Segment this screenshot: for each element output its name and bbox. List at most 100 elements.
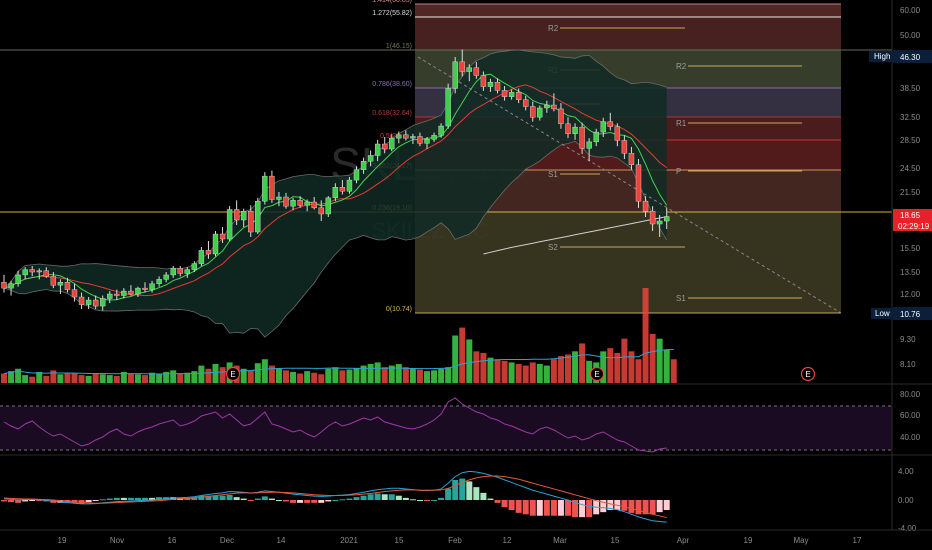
earnings-marker[interactable] [589, 366, 605, 382]
candle-body [226, 209, 233, 240]
volume-bar [170, 370, 177, 383]
candle-body [248, 210, 254, 233]
candle-body [142, 287, 148, 290]
volume-bar [459, 327, 466, 383]
macd-histogram-bar [170, 497, 177, 500]
price-axis[interactable]: 60.0050.0045.0038.5032.5028.5024.5021.50… [869, 0, 932, 530]
macd-histogram-bar [360, 495, 367, 500]
volume-bar [466, 339, 473, 383]
candle-body [71, 289, 78, 298]
volume-bar [318, 374, 325, 383]
high-tag [869, 51, 909, 62]
volume-bar [480, 352, 487, 383]
volume-bar [642, 288, 649, 383]
macd-histogram-bar [156, 497, 163, 500]
candle-body [389, 137, 395, 150]
rsi-tick-label: 60.00 [900, 411, 921, 420]
rsi-pane [0, 383, 932, 453]
candle-body [276, 196, 282, 200]
candle-body [22, 269, 28, 276]
volume-bar [205, 368, 212, 383]
macd-histogram-bar [515, 500, 522, 513]
macd-histogram-bar [8, 500, 15, 503]
macd-histogram-bar [71, 500, 78, 503]
macd-histogram-bar [283, 500, 289, 502]
macd-histogram-bar [184, 497, 191, 500]
volume-bar [607, 348, 614, 383]
volume-bar [438, 368, 445, 383]
macd-histogram-bar [311, 500, 318, 503]
macd-histogram-bar [268, 498, 275, 500]
candle-body [487, 81, 494, 87]
trend-line-segment[interactable] [417, 56, 842, 314]
macd-histogram-bar [142, 497, 148, 500]
macd-histogram-bar [219, 495, 226, 500]
high-label: High [874, 52, 890, 61]
volume-bar [367, 364, 374, 383]
volume-bar [374, 362, 381, 383]
time-tick-label: 19 [58, 536, 67, 545]
macd-histogram-bar [621, 500, 628, 511]
candle-body [64, 282, 71, 290]
candle-body [403, 134, 409, 139]
price-tick-label: 8.10 [900, 360, 916, 369]
time-tick-label: 2021 [340, 536, 358, 545]
macd-histogram-bar [522, 500, 529, 515]
volume-bar [572, 351, 579, 383]
moving-average-long [483, 216, 667, 255]
volume-bar [487, 357, 494, 383]
volume-bar [120, 371, 127, 383]
bollinger-upper [3, 49, 667, 289]
volume-bar [402, 367, 409, 383]
time-tick-label: 19 [744, 536, 753, 545]
candle-body [530, 106, 536, 118]
time-axis[interactable]: 19 Nov 16 Dec 14 2021 15 Feb 12 Mar 15 Apr 19 May 17 [0, 529, 932, 545]
macd-tick-label: -4.00 [898, 524, 917, 533]
volume-bar [635, 359, 642, 383]
bar-countdown: 02:29:19 [898, 222, 930, 231]
macd-histogram-bar [452, 479, 459, 500]
macd-histogram-bar [15, 500, 22, 503]
bollinger-lower [3, 140, 668, 338]
candle-body [367, 155, 374, 162]
price-tick-label: 38.50 [900, 84, 921, 93]
macd-histogram-bar [233, 497, 240, 500]
macd-histogram-bar [473, 487, 480, 500]
candle-body [480, 75, 487, 87]
macd-histogram-bar [339, 499, 346, 501]
time-tick-label: 17 [853, 536, 862, 545]
candle-body [635, 164, 642, 202]
macd-histogram-bar [99, 499, 106, 501]
candle-body [360, 160, 367, 170]
macd-histogram-bar [635, 500, 642, 515]
pivot-label: R2 [548, 24, 559, 33]
candle-body [586, 141, 592, 149]
fib-level-label: 0.786(38.60) [372, 81, 412, 88]
candle-body [205, 250, 212, 255]
volume-bar [275, 368, 282, 383]
candle-body [614, 126, 621, 141]
volume-bar [106, 375, 113, 383]
macd-histogram-bar [628, 500, 635, 513]
fib-level-label: 1.414(60.85) [372, 0, 412, 4]
macd-histogram-bar [663, 500, 670, 511]
earnings-marker[interactable] [225, 366, 241, 382]
macd-histogram-bar [297, 500, 304, 503]
rsi-tick-label: 80.00 [900, 390, 921, 399]
candle-body [537, 107, 543, 118]
candle-body [107, 293, 113, 299]
volume-bar [254, 363, 261, 383]
volume-bar [649, 333, 656, 383]
macd-histogram-bar [480, 492, 487, 500]
trend-line[interactable] [417, 56, 842, 314]
candle-body [233, 209, 240, 221]
volume-bar [57, 374, 64, 383]
pivot-label: S1 [548, 170, 558, 179]
earnings-marker[interactable] [800, 366, 816, 382]
volume-bar [508, 362, 515, 383]
price-tick-label: 13.50 [900, 268, 921, 277]
candle-body [163, 274, 169, 280]
candle-body [177, 268, 183, 274]
